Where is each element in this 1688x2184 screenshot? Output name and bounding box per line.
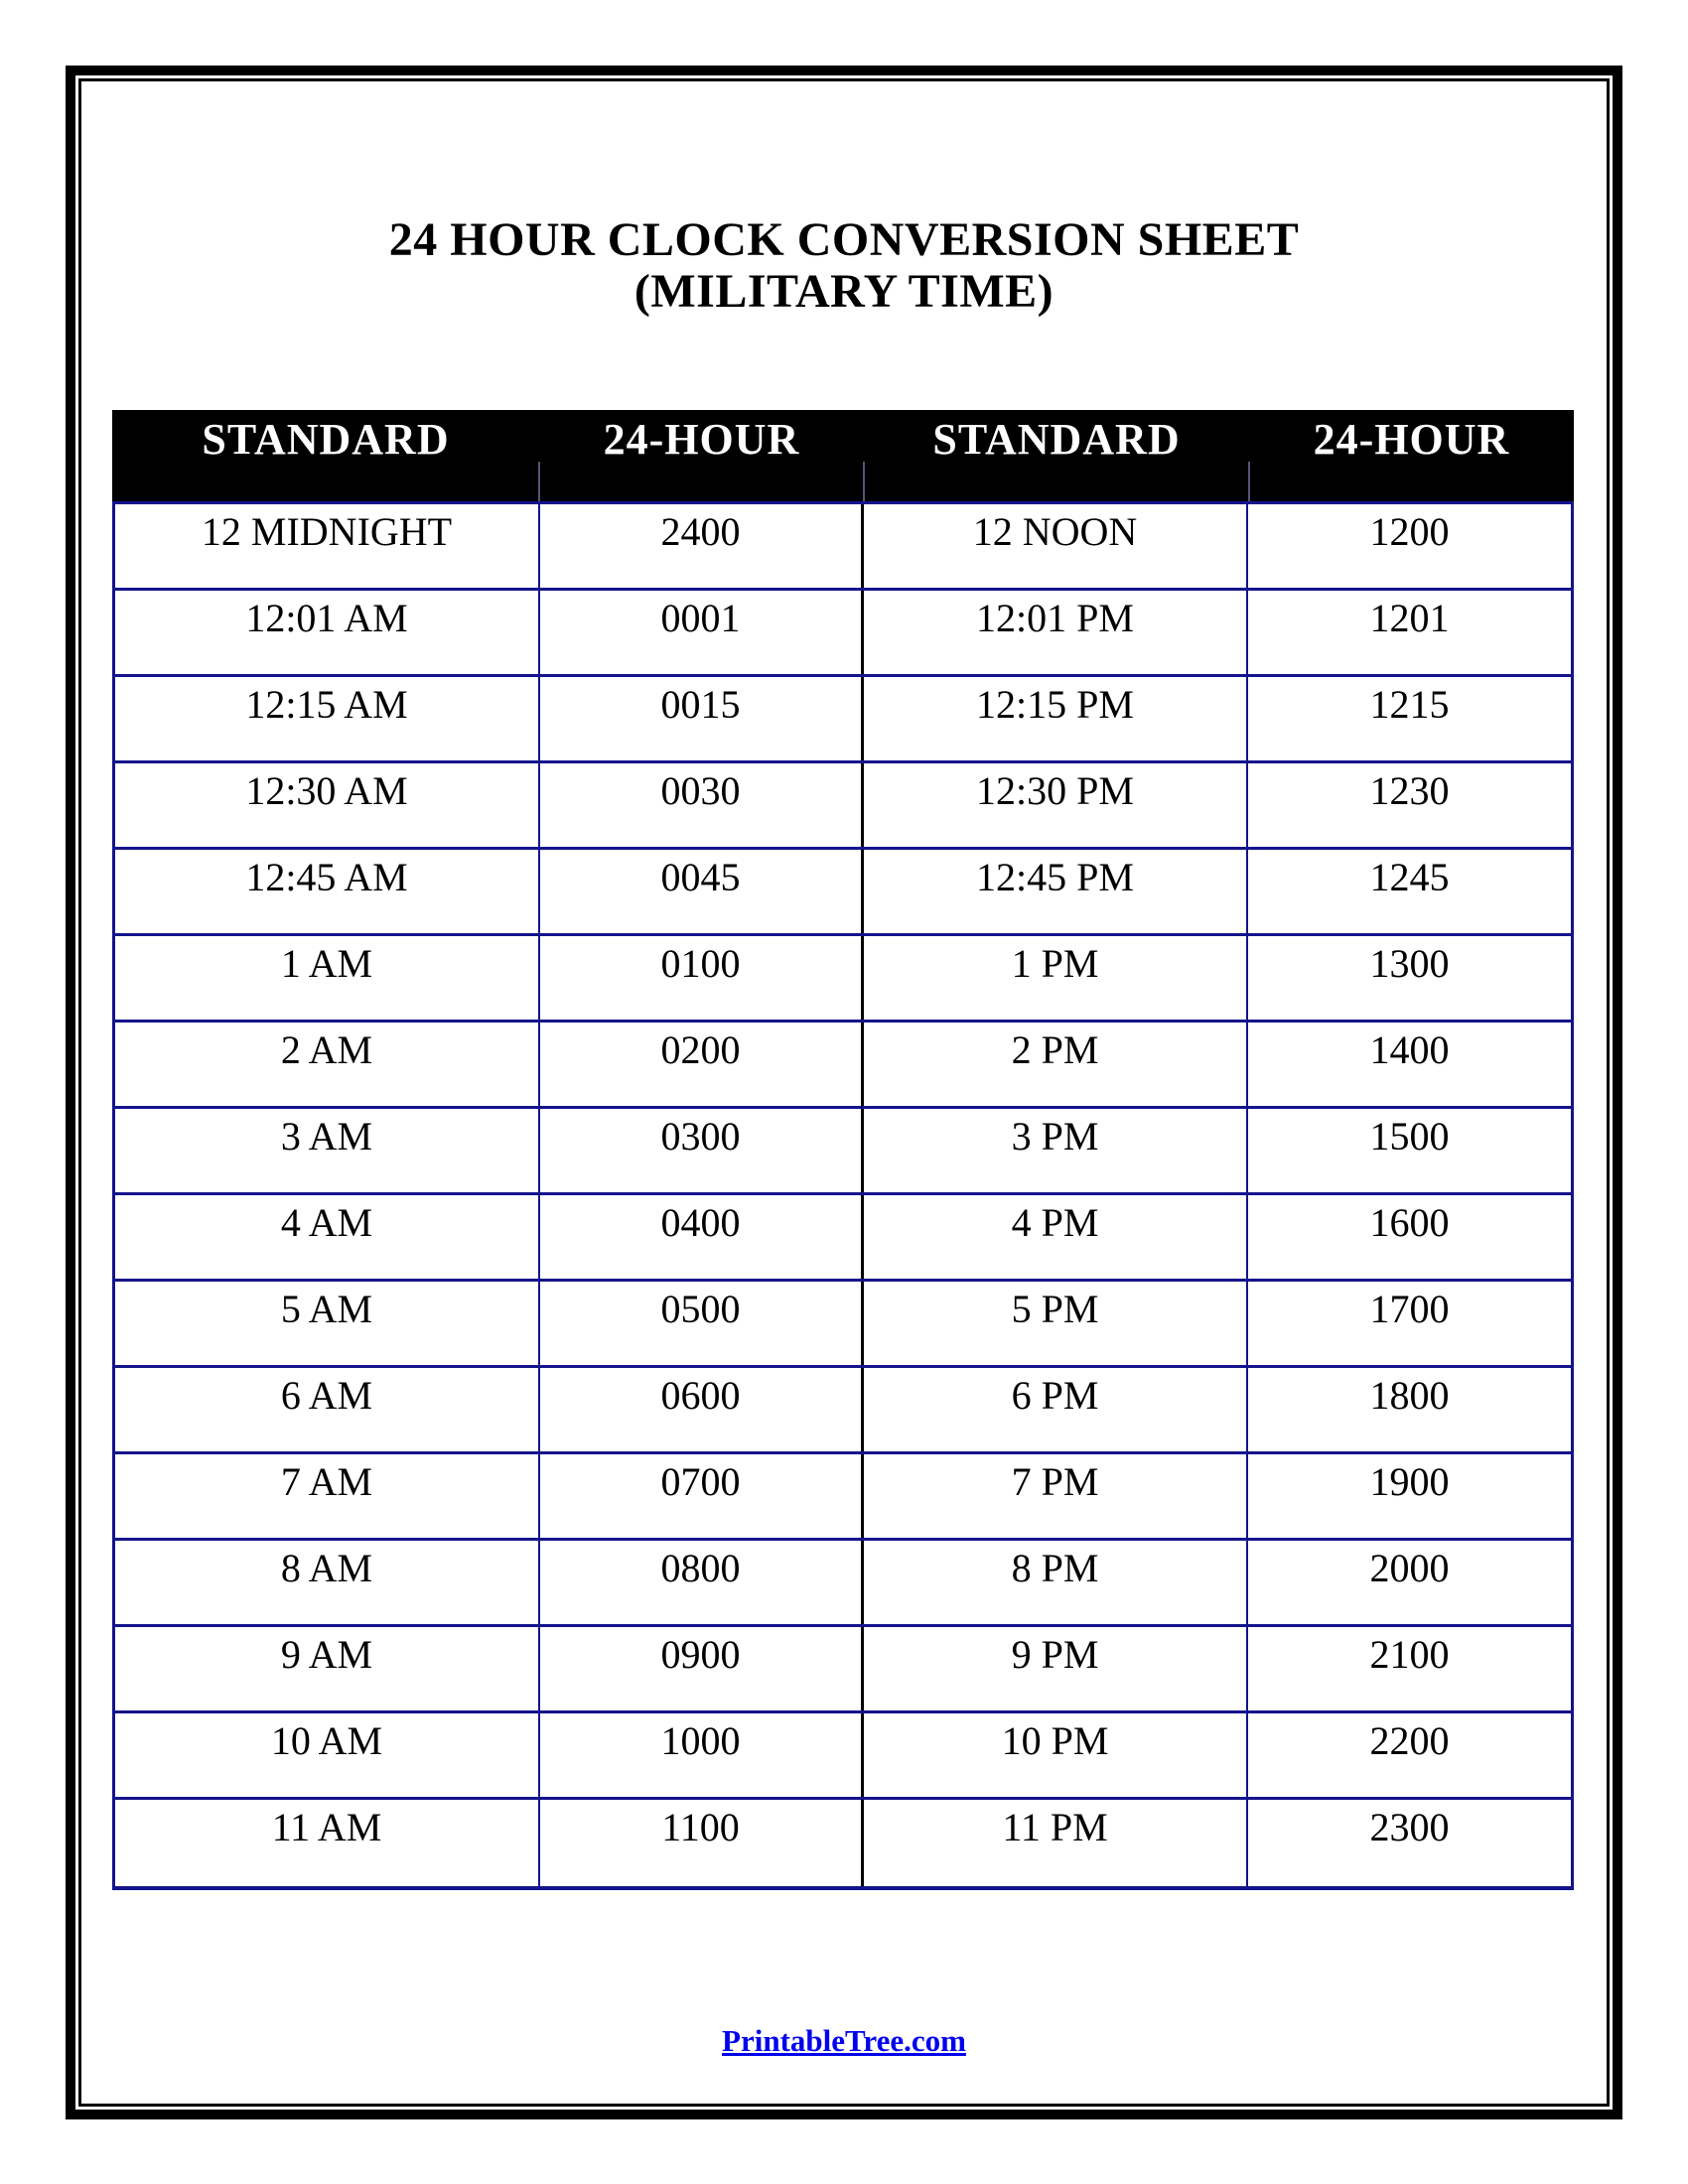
conversion-table: STANDARD 24-HOUR STANDARD 24-HOUR 12 MID… (112, 410, 1574, 1890)
table-row: 4 AM 0400 4 PM 1600 (115, 1195, 1571, 1282)
table-cell: 7 AM (115, 1454, 540, 1538)
table-cell: 12:45 AM (115, 850, 540, 933)
table-cell: 0045 (540, 850, 864, 933)
table-cell: 12 MIDNIGHT (115, 504, 540, 588)
table-cell: 2300 (1369, 1805, 1450, 1849)
table-cell: 0300 (540, 1109, 864, 1192)
table-cell: 10 PM (864, 1713, 1248, 1797)
table-cell: 1400 (1369, 1027, 1450, 1072)
table-cell: 0015 (540, 677, 864, 760)
table-cell: 1000 (540, 1713, 864, 1797)
title-line-1: 24 HOUR CLOCK CONVERSION SHEET (388, 213, 1300, 266)
table-row: 12:45 AM 0045 12:45 PM 1245 (115, 850, 1571, 936)
table-cell: 0400 (540, 1195, 864, 1279)
table-cell: 1800 (1369, 1373, 1450, 1418)
table-cell: 2200 (1369, 1718, 1450, 1763)
header-cell-standard-right: STANDARD (864, 410, 1250, 501)
table-cell: 2100 (1369, 1632, 1450, 1677)
table-row: 12:30 AM 0030 12:30 PM 1230 (115, 763, 1571, 850)
table-cell: 11 PM (864, 1800, 1248, 1886)
table-body: 12 MIDNIGHT 2400 12 NOON 1200 12:01 AM 0001 12… (112, 501, 1574, 1890)
page-border-inner (78, 78, 1610, 2107)
table-cell: 8 AM (115, 1541, 540, 1624)
table-cell: 0900 (540, 1627, 864, 1710)
header-cell-standard-left: STANDARD (112, 410, 540, 501)
table-cell: 2 AM (115, 1023, 540, 1106)
table-cell: 6 PM (864, 1368, 1248, 1451)
page-border-outer (66, 66, 1622, 2119)
table-cell: 12:30 PM (864, 763, 1248, 847)
table-row: 7 AM 0700 7 PM 1900 (115, 1454, 1571, 1541)
table-cell: 1 AM (115, 936, 540, 1020)
table-cell: 2 PM (864, 1023, 1248, 1106)
table-cell: 1100 (540, 1800, 864, 1886)
table-cell: 8 PM (864, 1541, 1248, 1624)
table-row: 9 AM 0900 9 PM 2100 (115, 1627, 1571, 1713)
table-cell: 12:01 PM (864, 591, 1248, 674)
table-cell: 3 AM (115, 1109, 540, 1192)
table-row: 5 AM 0500 5 PM 1700 (115, 1282, 1571, 1368)
header-cell-24hour-left: 24-HOUR (539, 410, 865, 501)
table-cell: 12:15 AM (115, 677, 540, 760)
table-cell: 0200 (540, 1023, 864, 1106)
table-row: 2 AM 0200 2 PM 1400 (115, 1023, 1571, 1109)
table-row: 1 AM 0100 1 PM 1300 (115, 936, 1571, 1023)
table-cell: 10 AM (115, 1713, 540, 1797)
table-row: 10 AM 1000 10 PM 2200 (115, 1713, 1571, 1800)
footer: PrintableTree.com (0, 2023, 1688, 2059)
table-row: 6 AM 0600 6 PM 1800 (115, 1368, 1571, 1454)
table-cell: 9 PM (864, 1627, 1248, 1710)
table-cell: 0030 (540, 763, 864, 847)
table-cell: 4 PM (864, 1195, 1248, 1279)
table-cell: 1900 (1369, 1459, 1450, 1504)
table-cell: 0600 (540, 1368, 864, 1451)
table-row: 12:15 AM 0015 12:15 PM 1215 (115, 677, 1571, 763)
table-cell: 9 AM (115, 1627, 540, 1710)
table-cell: 12:30 AM (115, 763, 540, 847)
table-cell: 1201 (1369, 596, 1450, 640)
table-cell: 0700 (540, 1454, 864, 1538)
table-cell: 6 AM (115, 1368, 540, 1451)
table-cell: 12:15 PM (864, 677, 1248, 760)
table-cell: 1230 (1369, 768, 1450, 813)
table-cell: 4 AM (115, 1195, 540, 1279)
header-cell-24hour-right: 24-HOUR (1313, 415, 1510, 464)
table-cell: 12:01 AM (115, 591, 540, 674)
table-row: 11 AM 1100 11 PM 2300 (115, 1800, 1571, 1886)
footer-link[interactable]: PrintableTree.com (722, 2023, 966, 2058)
table-cell: 5 PM (864, 1282, 1248, 1365)
table-row: 12 MIDNIGHT 2400 12 NOON 1200 (115, 504, 1571, 591)
table-cell: 1700 (1369, 1287, 1450, 1331)
table-cell: 1500 (1369, 1114, 1450, 1159)
table-cell: 2000 (1369, 1546, 1450, 1590)
table-cell: 0500 (540, 1282, 864, 1365)
table-cell: 1200 (1369, 509, 1450, 554)
page-title: 24 HOUR CLOCK CONVERSION SHEET (MILITARY… (0, 214, 1688, 318)
table-cell: 12 NOON (864, 504, 1248, 588)
table-header-row: STANDARD 24-HOUR STANDARD 24-HOUR (112, 410, 1574, 501)
table-cell: 3 PM (864, 1109, 1248, 1192)
table-cell: 0001 (540, 591, 864, 674)
table-cell: 11 AM (115, 1800, 540, 1886)
table-cell: 2400 (540, 504, 864, 588)
table-cell: 1300 (1369, 941, 1450, 986)
table-row: 8 AM 0800 8 PM 2000 (115, 1541, 1571, 1627)
table-row: 12:01 AM 0001 12:01 PM 1201 (115, 591, 1571, 677)
table-cell: 1600 (1369, 1200, 1450, 1245)
table-cell: 1215 (1369, 682, 1450, 727)
table-row: 3 AM 0300 3 PM 1500 (115, 1109, 1571, 1195)
table-cell: 1245 (1369, 855, 1450, 899)
table-cell: 12:45 PM (864, 850, 1248, 933)
table-cell: 0100 (540, 936, 864, 1020)
title-line-2: (MILITARY TIME) (633, 265, 1055, 318)
table-cell: 5 AM (115, 1282, 540, 1365)
table-cell: 0800 (540, 1541, 864, 1624)
table-cell: 7 PM (864, 1454, 1248, 1538)
table-cell: 1 PM (864, 936, 1248, 1020)
